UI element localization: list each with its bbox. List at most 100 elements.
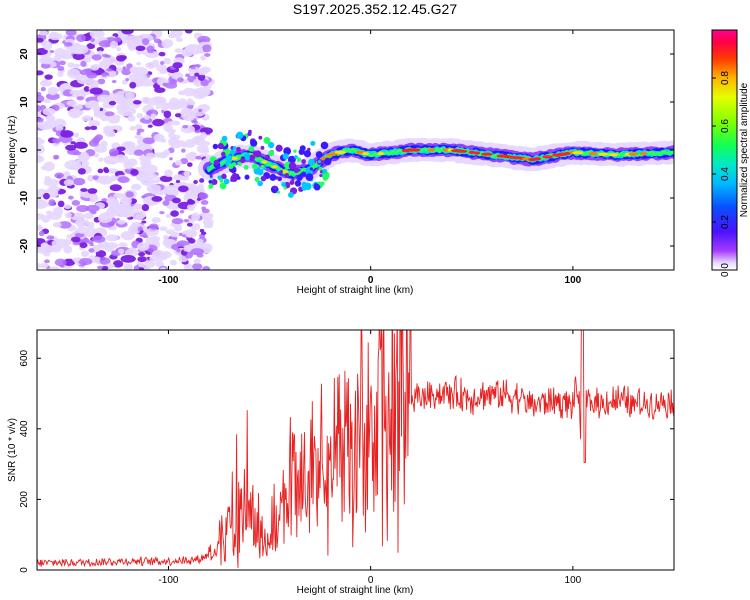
noise-blob xyxy=(89,197,96,203)
noise-blob xyxy=(90,64,100,71)
y-tick-label: 600 xyxy=(19,349,30,366)
noise-blob xyxy=(147,124,153,128)
noise-blob xyxy=(195,241,205,248)
ridge-blob xyxy=(293,149,297,153)
noise-blob xyxy=(197,86,211,97)
noise-blob xyxy=(162,200,170,207)
x-tick-label: 100 xyxy=(565,275,582,286)
noise-blob xyxy=(99,243,110,250)
noise-blob xyxy=(158,69,168,75)
noise-blob xyxy=(108,70,117,78)
snr-y-label: SNR (10 * v/v) xyxy=(7,418,18,482)
noise-blob xyxy=(37,224,43,231)
noise-blob xyxy=(89,243,94,247)
ridge-blob xyxy=(260,175,267,182)
noise-blob xyxy=(165,213,172,219)
noise-blob xyxy=(37,105,42,113)
ridge-blob xyxy=(225,154,233,162)
noise-blob xyxy=(58,221,72,229)
noise-blob xyxy=(160,138,167,143)
noise-blob xyxy=(88,248,95,253)
noise-blob xyxy=(54,258,67,267)
noise-blob xyxy=(136,131,141,136)
ridge-blob xyxy=(283,186,287,190)
noise-blob xyxy=(97,78,106,85)
ridge-blob xyxy=(309,167,313,171)
noise-blob xyxy=(170,210,179,217)
ridge-blob xyxy=(260,164,265,170)
ridge-blob xyxy=(294,180,302,187)
noise-blob xyxy=(46,210,53,216)
noise-blob xyxy=(86,72,98,79)
noise-blob xyxy=(63,245,73,254)
ridge-blob xyxy=(278,170,283,175)
noise-blob xyxy=(134,213,145,221)
noise-blob xyxy=(104,111,115,117)
noise-blob xyxy=(71,199,81,206)
noise-blob xyxy=(87,100,99,108)
noise-blob xyxy=(168,97,180,108)
noise-blob xyxy=(116,47,122,52)
noise-blob xyxy=(117,219,126,225)
ridge-blob xyxy=(294,155,298,159)
ridge-blob xyxy=(254,150,262,158)
colorbar-tick-label: 0.2 xyxy=(720,215,731,229)
ridge-blob xyxy=(281,182,286,187)
noise-blob xyxy=(184,30,193,34)
noise-blob xyxy=(144,114,150,120)
ridge-blob xyxy=(301,159,307,164)
noise-blob xyxy=(163,110,172,119)
ridge-blob xyxy=(283,147,292,156)
noise-blob xyxy=(95,250,107,258)
noise-blob xyxy=(37,117,44,123)
noise-blob xyxy=(163,44,170,49)
noise-blob xyxy=(37,94,45,103)
noise-blob xyxy=(97,175,114,185)
y-tick-label: 400 xyxy=(19,420,30,437)
ridge-peak xyxy=(608,153,619,157)
noise-blob xyxy=(138,262,146,268)
noise-blob xyxy=(180,157,189,165)
noise-blob xyxy=(103,168,110,174)
noise-blob xyxy=(76,204,89,213)
noise-blob xyxy=(63,204,72,210)
noise-blob xyxy=(89,30,105,39)
noise-blob xyxy=(37,70,44,76)
noise-blob xyxy=(113,192,125,199)
noise-blob xyxy=(98,40,113,48)
noise-blob xyxy=(40,263,49,269)
noise-blob xyxy=(142,137,155,145)
noise-blob xyxy=(124,91,135,100)
ridge-blob xyxy=(225,178,229,183)
colorbar-tick-label: 0.8 xyxy=(720,71,731,85)
ridge-blob xyxy=(258,135,263,140)
ridge-blob xyxy=(248,145,255,152)
noise-blob xyxy=(37,111,42,118)
colorbar-tick-label: 0.4 xyxy=(720,167,731,181)
noise-blob xyxy=(55,126,64,131)
noise-blob xyxy=(179,209,185,214)
ridge-blob xyxy=(213,159,220,165)
noise-blob xyxy=(199,131,207,139)
ridge-blob xyxy=(303,150,312,158)
noise-blob xyxy=(136,61,142,66)
noise-blob xyxy=(193,258,201,264)
noise-blob xyxy=(152,118,165,127)
noise-blob xyxy=(60,130,74,138)
noise-blob xyxy=(106,196,117,206)
noise-blob xyxy=(151,249,165,259)
noise-blob xyxy=(40,86,46,92)
y-tick-label: 200 xyxy=(19,491,30,508)
noise-blob xyxy=(129,66,140,74)
noise-blob xyxy=(136,242,150,252)
ridge-peak xyxy=(261,160,268,164)
noise-blob xyxy=(97,265,103,270)
noise-blob xyxy=(125,77,130,82)
noise-blob xyxy=(65,144,77,151)
ridge-blob xyxy=(230,167,237,174)
noise-blob xyxy=(101,53,109,58)
noise-blob xyxy=(176,99,189,109)
y-tick-label: 20 xyxy=(19,48,30,60)
noise-blob xyxy=(131,221,141,229)
noise-blob xyxy=(127,115,136,122)
